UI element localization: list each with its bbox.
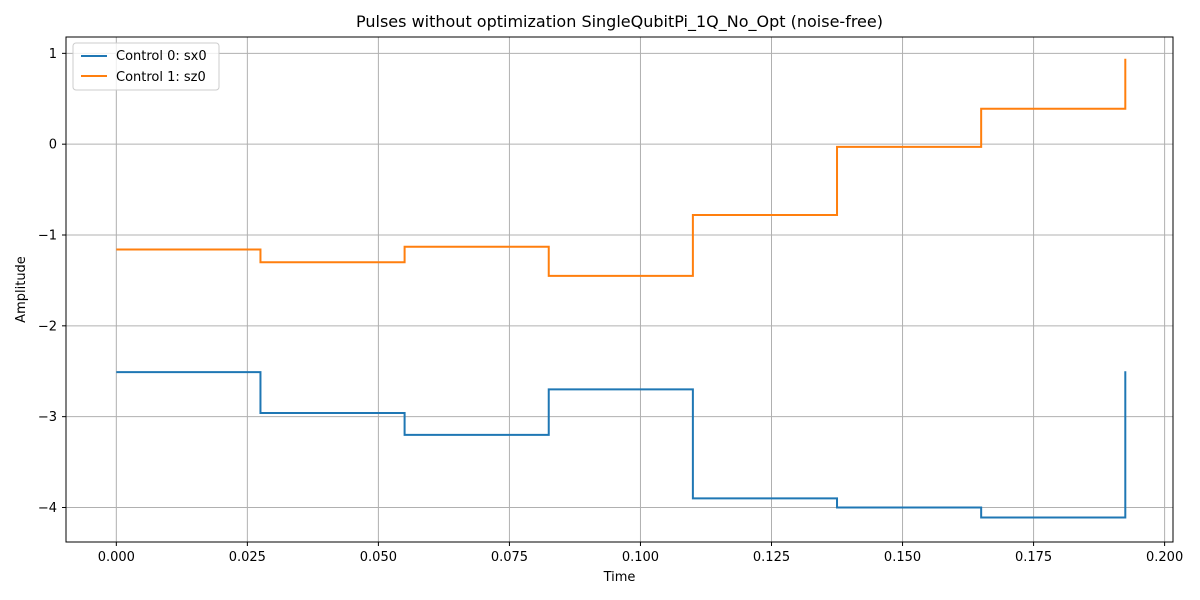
y-tick-label: −1: [38, 229, 57, 244]
x-tick-label: 0.100: [622, 550, 659, 565]
legend-label-control-0: Control 0: sx0: [116, 49, 207, 64]
legend-label-control-1: Control 1: sz0: [116, 70, 206, 85]
y-axis-label: Amplitude: [14, 256, 29, 323]
y-tick-label: 0: [49, 138, 57, 153]
series-line-control-1: [116, 58, 1127, 277]
x-tick-label: 0.150: [884, 550, 921, 565]
grid: [66, 37, 1173, 542]
legend-box: [72, 42, 220, 91]
x-tick-label: 0.050: [360, 550, 397, 565]
x-tick-label: 0.200: [1146, 550, 1183, 565]
x-tick-label: 0.125: [753, 550, 790, 565]
y-tick-label: −2: [38, 319, 57, 334]
chart-title: Pulses without optimization SingleQubitP…: [356, 12, 883, 32]
series-layer: [116, 58, 1127, 519]
x-tick-label: 0.075: [491, 550, 528, 565]
series-line-control-0: [116, 371, 1127, 519]
x-tick-label: 0.175: [1015, 550, 1052, 565]
plot-frame: [65, 36, 1174, 543]
x-axis: 0.000 0.025 0.050 0.075 0.100 0.125 0.150 0.175…: [98, 542, 1183, 565]
y-tick-label: −3: [38, 410, 57, 425]
y-tick-label: −4: [38, 501, 57, 516]
legend: Control 0: sx0 Control 1: sz0: [72, 42, 220, 91]
x-axis-label: Time: [603, 570, 636, 585]
y-tick-label: 1: [49, 47, 57, 62]
x-tick-label: 0.025: [229, 550, 266, 565]
y-axis: 1 0 −1 −2 −3 −4: [38, 47, 66, 516]
x-tick-label: 0.000: [98, 550, 135, 565]
